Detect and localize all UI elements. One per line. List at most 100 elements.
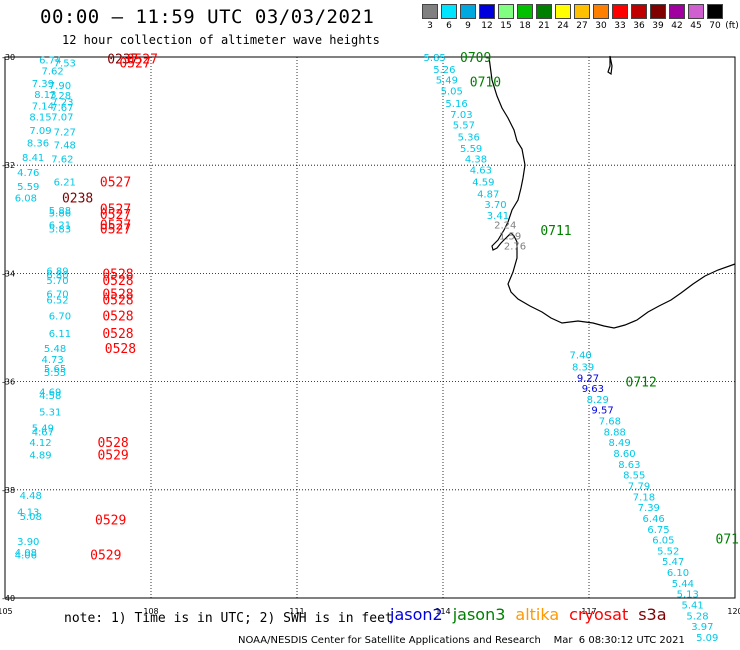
pass-time-label: 0527 <box>119 56 150 71</box>
pass-time-label: 0529 <box>95 514 126 529</box>
satellite-legend-item: altika <box>515 605 560 624</box>
wave-height-value: 6.21 <box>54 177 76 188</box>
scale-swatch <box>688 4 704 19</box>
credit-line: NOAA/NESDIS Center for Satellite Applica… <box>238 635 685 646</box>
scale-swatch <box>479 4 495 19</box>
scale-label: 21 <box>538 21 550 31</box>
pass-time-label: 0527 <box>127 53 158 68</box>
pass-time-label: 0528 <box>105 342 136 357</box>
wave-height-value: 5.09 <box>696 633 718 644</box>
wave-height-value: 8.60 <box>613 449 635 460</box>
pass-time-label: 0528 <box>102 310 133 325</box>
wave-height-value: 7.53 <box>54 58 76 69</box>
pass-time-label: 0528 <box>97 436 128 451</box>
wave-height-value: 6.80 <box>46 270 68 281</box>
scale-label: 30 <box>595 21 607 31</box>
wave-height-value: 6.46 <box>643 514 665 525</box>
latitude-label: -32 <box>2 161 15 170</box>
wave-height-value: 6.52 <box>46 295 68 306</box>
scale-swatch <box>593 4 609 19</box>
wave-height-value: 5.49 <box>32 424 54 435</box>
wave-height-value: 3.70 <box>484 200 506 211</box>
scale-label: 6 <box>446 21 452 31</box>
wave-height-value: 8.41 <box>22 153 44 164</box>
scale-swatch <box>498 4 514 19</box>
wave-height-value: 7.62 <box>51 155 73 166</box>
map-subtitle: 12 hour collection of altimeter wave hei… <box>62 33 380 47</box>
wave-height-value: 8.13 <box>34 90 56 101</box>
wave-height-value: 5.88 <box>49 206 71 217</box>
longitude-label: 114 <box>435 607 450 616</box>
wave-height-value: 5.36 <box>458 133 480 144</box>
wave-height-value: 6.75 <box>647 525 669 536</box>
wave-height-value: 6.70 <box>46 289 68 300</box>
wave-height-value: 5.55 <box>44 368 66 379</box>
latitude-tick-labels: -30 -32 -34 -36 -38 -40 <box>2 53 15 603</box>
longitude-label: 105 <box>0 607 13 616</box>
pass-time-label: 0528 <box>102 293 133 308</box>
australia-coastline <box>488 56 736 329</box>
wave-height-value: 8.63 <box>618 460 640 471</box>
longitude-label: 117 <box>581 607 596 616</box>
wave-height-value: 4.63 <box>470 166 492 177</box>
wave-height-value: 1.59 <box>499 232 521 243</box>
scale-label: 70 <box>709 21 721 31</box>
wave-height-value: 4.08 <box>15 548 37 559</box>
wave-height-value: 6.08 <box>15 194 37 205</box>
wave-height-value: 5.85 <box>424 53 446 64</box>
island-outline <box>607 55 613 76</box>
grid-lines <box>5 57 735 598</box>
wave-height-value: 3.90 <box>17 537 39 548</box>
scale-label: 39 <box>652 21 664 31</box>
scale-label: 9 <box>465 21 471 31</box>
wave-height-value: 5.83 <box>49 224 71 235</box>
satellite-legend-item: jason2 <box>390 605 443 624</box>
satellite-legend-item: jason3 <box>452 605 506 624</box>
pass-time-label: 0529 <box>90 549 121 564</box>
wave-height-value: 5.16 <box>445 99 467 110</box>
pass-time-label: 071 <box>716 532 739 547</box>
wave-height-value: 4.76 <box>17 168 39 179</box>
wave-height-values: 6.747.537.627.397.908.137.287.237.147.67… <box>15 53 719 644</box>
wave-height-value: 8.55 <box>623 471 645 482</box>
wave-height-value: 4.58 <box>39 391 61 402</box>
longitude-tick-labels: 105 108 111 114 117 120 <box>0 607 740 616</box>
pass-time-label: 0527 <box>100 222 131 237</box>
wave-height-value: 5.08 <box>20 512 42 523</box>
wave-height-value: 7.39 <box>32 79 54 90</box>
wave-height-value: 4.13 <box>17 507 39 518</box>
wave-height-value: 5.59 <box>460 144 482 155</box>
wave-height-value: 5.86 <box>49 208 71 219</box>
scale-swatch <box>555 4 571 19</box>
wave-height-value: 8.29 <box>587 395 609 406</box>
pass-time-labels: 0237052705270527023805270527052705270528… <box>62 51 739 564</box>
latitude-label: -30 <box>2 53 15 62</box>
scale-label: 33 <box>614 21 626 31</box>
wave-height-value: 8.49 <box>608 438 630 449</box>
scale-swatch <box>707 4 723 19</box>
scale-label: 24 <box>557 21 569 31</box>
scale-label: 45 <box>690 21 702 31</box>
scale-swatch <box>517 4 533 19</box>
wave-height-value: 3.97 <box>691 622 713 633</box>
map-title: 00:00 – 11:59 UTC 03/03/2021 <box>40 6 375 28</box>
wave-height-value: 5.31 <box>39 407 61 418</box>
wave-height-value: 7.62 <box>42 67 64 78</box>
wave-height-value: 5.13 <box>677 590 699 601</box>
longitude-label: 108 <box>143 607 158 616</box>
pass-time-label: 0527 <box>100 208 131 223</box>
wave-height-value: 5.41 <box>681 600 703 611</box>
wave-height-value: 5.49 <box>436 76 458 87</box>
latitude-label: -40 <box>2 594 15 603</box>
wave-height-value: 4.59 <box>472 177 494 188</box>
scale-label: 27 <box>576 21 588 31</box>
wave-height-value: 4.38 <box>465 155 487 166</box>
scale-label: 36 <box>633 21 645 31</box>
wave-height-value: 5.65 <box>44 364 66 375</box>
wave-height-value: 6.10 <box>667 568 689 579</box>
map-frame <box>4 56 736 599</box>
wave-height-value: 7.48 <box>54 141 76 152</box>
note-text: note: 1) Time is in UTC; 2) SWH is in fe… <box>64 611 393 626</box>
wave-height-value: 7.27 <box>54 128 76 139</box>
wave-height-value: 7.39 <box>638 503 660 514</box>
